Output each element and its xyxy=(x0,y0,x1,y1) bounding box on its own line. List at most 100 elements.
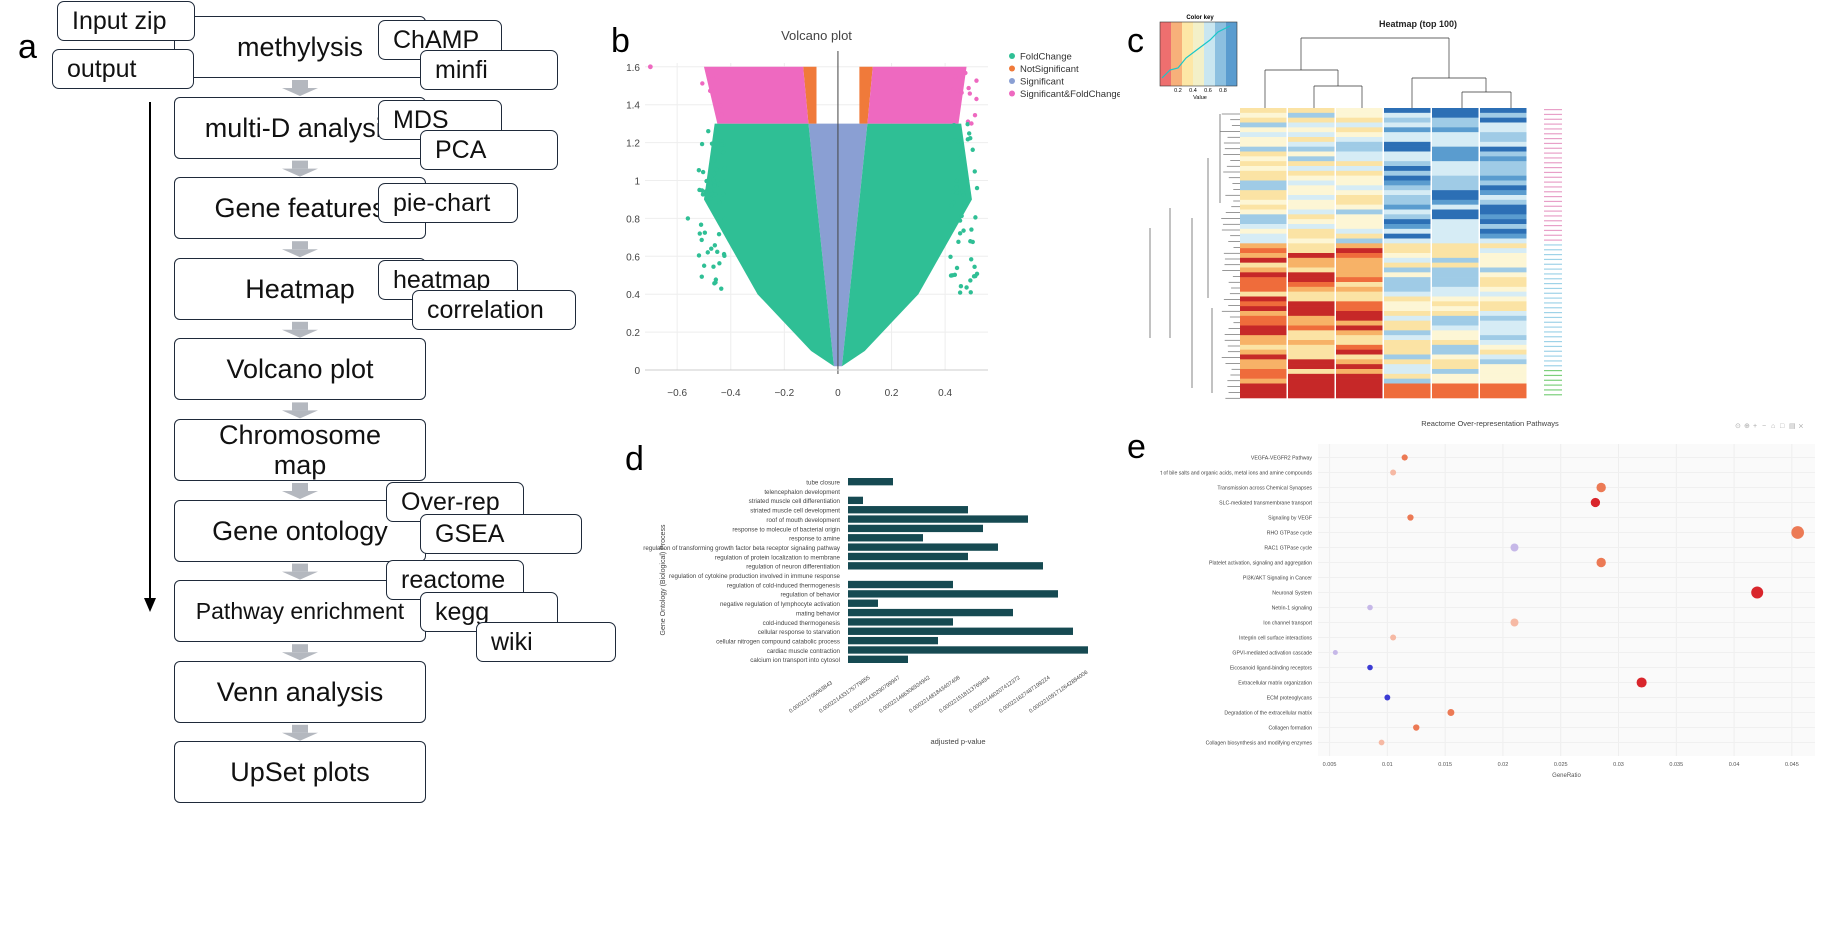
pathway-dot xyxy=(1407,514,1414,521)
heatmap-cell xyxy=(1336,267,1383,273)
heatmap-cell xyxy=(1240,146,1287,152)
volcano-point xyxy=(704,178,709,184)
heatmap-cell xyxy=(1240,180,1287,186)
row-label-mark xyxy=(1544,326,1562,328)
volcano-point xyxy=(719,286,724,291)
go-term-label: response to amine xyxy=(789,536,840,543)
volcano-point xyxy=(958,155,964,161)
heatmap-cell xyxy=(1432,291,1479,297)
go-term-label: roof of mouth development xyxy=(766,517,840,524)
pathway-dot xyxy=(1401,454,1408,461)
heatmap-cell xyxy=(1480,112,1527,118)
volcano-point xyxy=(716,231,722,237)
heatmap-cell xyxy=(1480,228,1527,234)
heatmap-cell xyxy=(1432,112,1479,118)
heatmap-cell xyxy=(1432,253,1479,259)
heatmap-cell xyxy=(1288,325,1335,331)
heatmap-cell xyxy=(1480,132,1527,138)
volcano-point xyxy=(955,88,960,93)
volcano-point xyxy=(953,74,958,80)
heatmap-cell xyxy=(1336,325,1383,331)
heatmap-cell xyxy=(1480,224,1527,230)
heatmap-cell xyxy=(1240,122,1287,128)
volcano-point xyxy=(712,143,718,149)
step-arrow-head xyxy=(282,410,318,419)
heatmap-cell xyxy=(1432,195,1479,201)
heatmap-cell xyxy=(1384,388,1431,394)
heatmap-cell xyxy=(1384,137,1431,143)
x-tick-label: 0.000221430290799947 xyxy=(848,675,901,715)
go-bar xyxy=(848,580,953,589)
heatmap-cell xyxy=(1240,132,1287,138)
heatmap-cell xyxy=(1288,238,1335,244)
row-label-mark xyxy=(1544,316,1562,319)
heatmap-cell xyxy=(1432,180,1479,186)
heatmap-cell xyxy=(1288,233,1335,239)
tool-tag: wiki xyxy=(476,622,616,662)
step-arrow-stem xyxy=(292,80,308,88)
color-key-tick: 0.6 xyxy=(1204,88,1212,94)
heatmap-cell xyxy=(1240,228,1287,234)
heatmap-cell xyxy=(1240,243,1287,249)
heatmap-cell xyxy=(1384,243,1431,249)
heatmap-cell xyxy=(1288,301,1335,307)
heatmap-cell xyxy=(1336,291,1383,297)
step-arrow-stem xyxy=(292,160,308,169)
heatmap-cell xyxy=(1480,195,1527,201)
heatmap-cell xyxy=(1384,127,1431,133)
x-tick-label: 0.03 xyxy=(1613,762,1624,768)
heatmap-cell xyxy=(1480,170,1527,176)
heatmap-cell xyxy=(1432,301,1479,307)
heatmap-cell xyxy=(1432,262,1479,268)
heatmap-cell xyxy=(1240,248,1287,254)
volcano-point xyxy=(968,278,973,283)
go-term-label: calcium ion transport into cytosol xyxy=(750,657,840,664)
volcano-point xyxy=(709,246,714,251)
heatmap-cell xyxy=(1384,141,1431,147)
row-label-mark xyxy=(1544,196,1562,198)
legend-marker xyxy=(1009,90,1015,97)
x-tick-label: 0.005 xyxy=(1323,762,1337,768)
heatmap-cell xyxy=(1384,238,1431,244)
heatmap-cell xyxy=(1240,170,1287,176)
go-term-label: negative regulation of lymphocyte activa… xyxy=(720,601,841,608)
heatmap-cell xyxy=(1336,137,1383,143)
heatmap-cell xyxy=(1240,156,1287,162)
heatmap-cell xyxy=(1336,127,1383,133)
row-label-mark xyxy=(1544,283,1562,285)
volcano-point xyxy=(972,264,977,270)
row-label-mark xyxy=(1544,215,1562,217)
toolbar-icon: ⊕ xyxy=(1744,423,1750,430)
heatmap-cell xyxy=(1240,286,1287,292)
volcano-point xyxy=(972,112,978,118)
row-label-mark xyxy=(1544,138,1562,140)
heatmap-cell xyxy=(1432,137,1479,143)
heatmap-cell xyxy=(1240,108,1287,114)
volcano-point xyxy=(974,271,980,277)
tool-tag-input: Input zip xyxy=(57,1,195,41)
heatmap-cell xyxy=(1288,320,1335,326)
volcano-point xyxy=(700,81,705,86)
pathway-dot xyxy=(1378,739,1385,746)
heatmap-cell xyxy=(1432,141,1479,147)
row-label-mark xyxy=(1544,249,1562,251)
volcano-point xyxy=(950,189,956,194)
volcano-point xyxy=(961,200,967,205)
volcano-point xyxy=(711,171,717,177)
go-term-label: regulation of cytokine production involv… xyxy=(669,573,841,580)
heatmap-cell xyxy=(1240,219,1287,225)
heatmap-cell xyxy=(1480,306,1527,312)
volcano-point xyxy=(968,136,973,141)
row-label-mark xyxy=(1544,254,1562,256)
step-arrow-head xyxy=(282,168,318,177)
x-tick-label: 0.000221627487199224 xyxy=(998,675,1051,715)
toolbar-icon: □ xyxy=(1780,423,1785,430)
heatmap-cell xyxy=(1336,166,1383,172)
x-axis-label: GeneRatio xyxy=(1552,773,1581,779)
heatmap-cell xyxy=(1432,344,1479,350)
volcano-point xyxy=(957,290,963,295)
pathway-label: Integrin cell surface interactions xyxy=(1239,636,1312,642)
heatmap-cell xyxy=(1384,378,1431,384)
volcano-point xyxy=(974,185,980,191)
heatmap-cell xyxy=(1336,257,1383,263)
